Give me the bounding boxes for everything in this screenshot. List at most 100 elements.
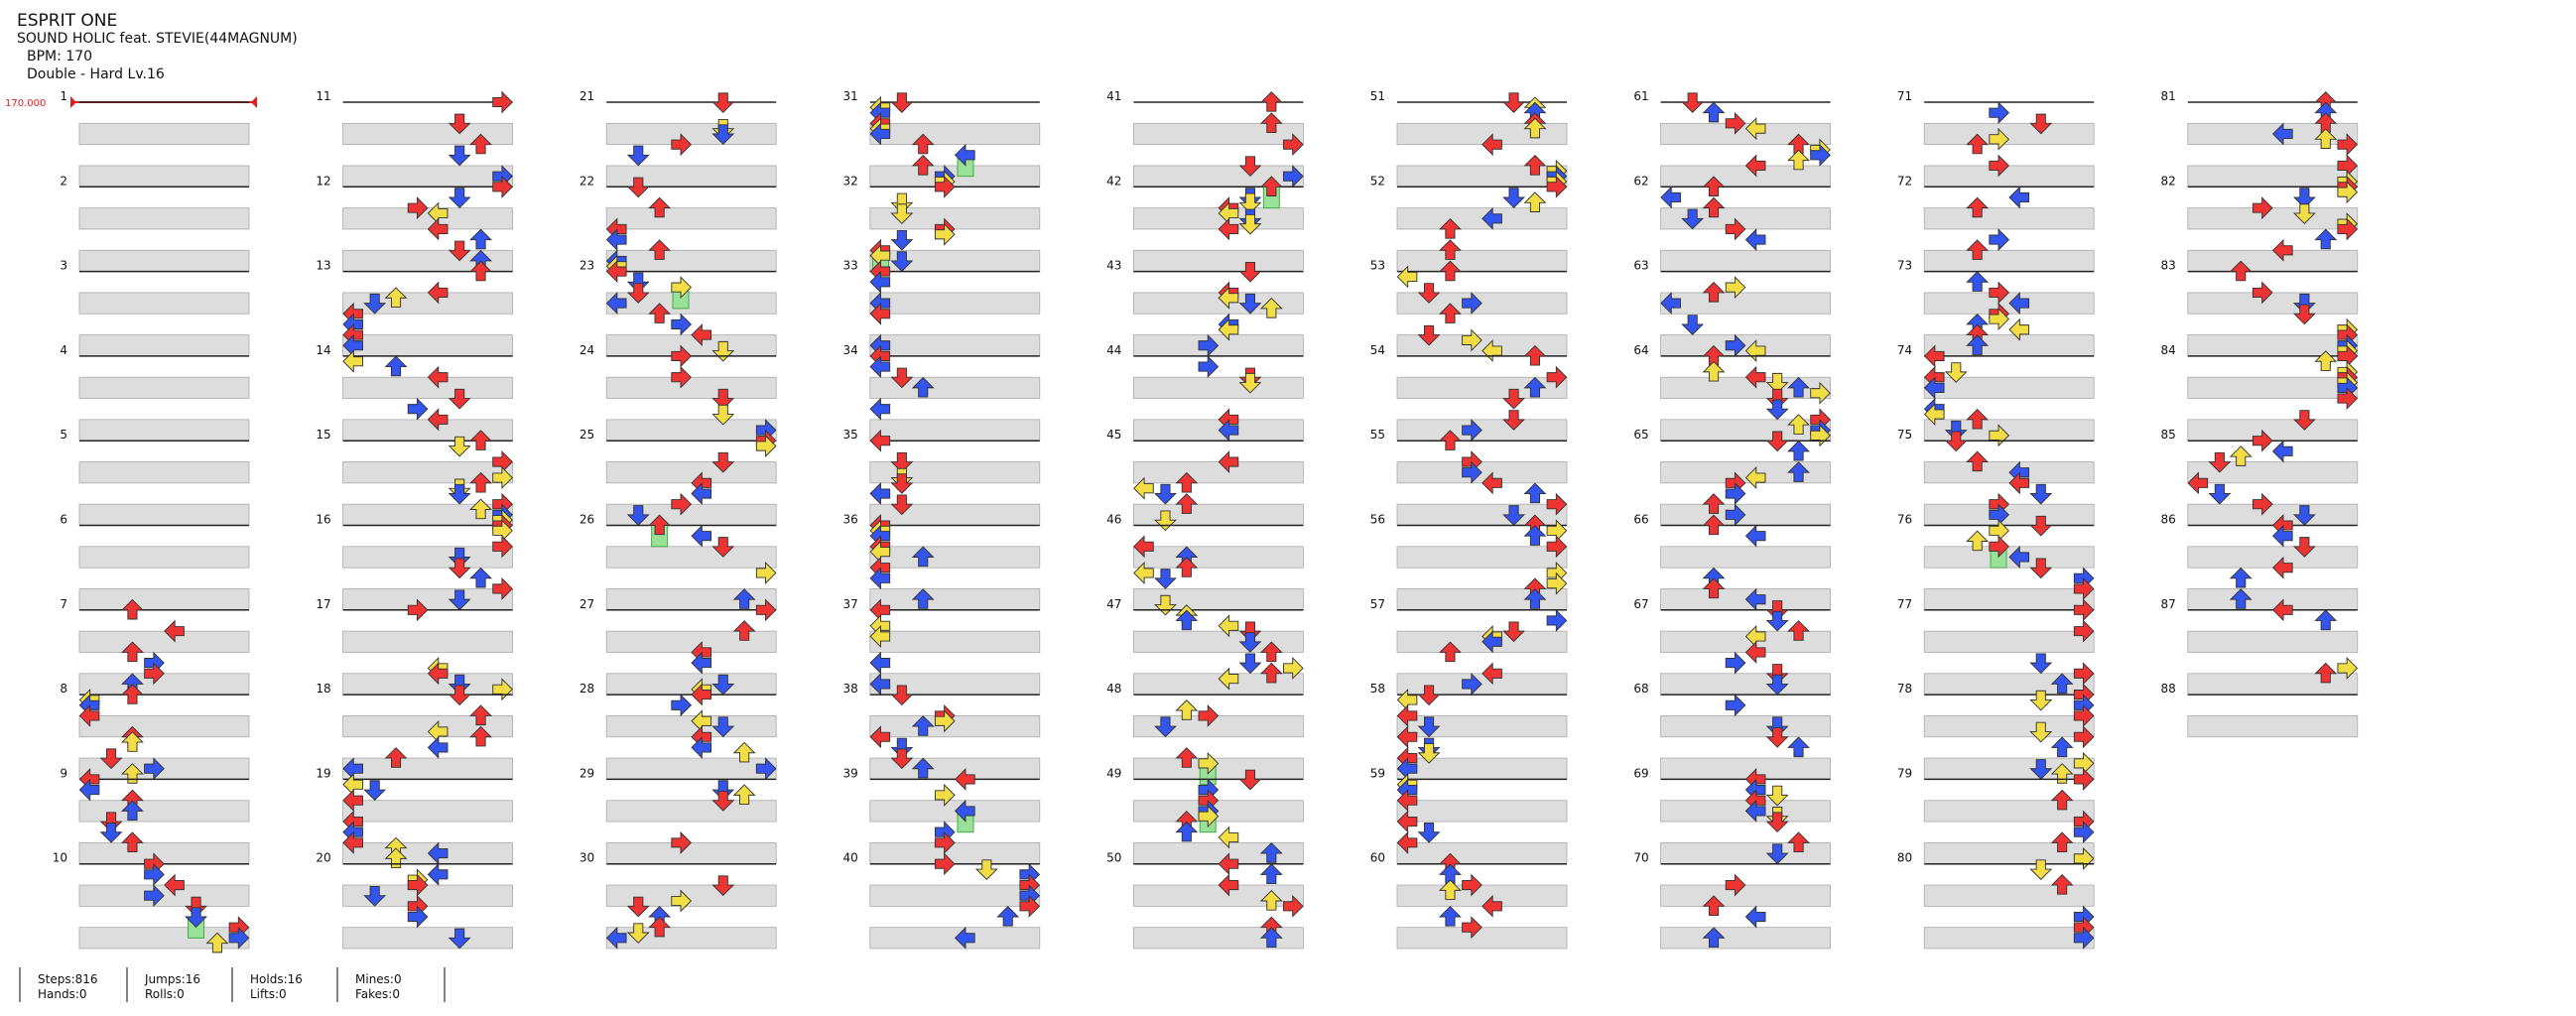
- arrow: [1702, 927, 1726, 948]
- arrow: [711, 388, 735, 410]
- arrow: [2073, 821, 2095, 844]
- arrow: [1154, 510, 1177, 532]
- beat-band: [869, 334, 1041, 357]
- arrow: [2252, 492, 2273, 516]
- arrow: [407, 905, 429, 929]
- arrow: [2208, 483, 2232, 505]
- arrow: [1259, 927, 1283, 948]
- arrow: [120, 598, 144, 620]
- measure-number: 50: [1106, 851, 1121, 865]
- beat-band: [2187, 249, 2359, 272]
- arrow: [911, 376, 935, 398]
- arrow: [2008, 546, 2030, 569]
- arrow: [164, 873, 185, 897]
- arrow: [1502, 188, 1526, 208]
- beat-band: [1133, 546, 1304, 569]
- beat-band: [1660, 292, 1831, 315]
- arrow: [1787, 831, 1810, 853]
- arrow: [1175, 471, 1199, 493]
- arrow: [1702, 101, 1726, 123]
- measure-number: 14: [316, 343, 330, 357]
- measure-number: 49: [1106, 766, 1121, 780]
- arrow: [1133, 535, 1154, 559]
- measure-number: 24: [580, 343, 594, 357]
- arrow: [1765, 600, 1789, 621]
- arrow: [78, 703, 100, 727]
- arrow: [2271, 440, 2293, 463]
- beat-band: [2187, 715, 2359, 738]
- beat-band: [2187, 334, 2359, 357]
- beat-band: [1923, 376, 2095, 399]
- arrow: [1765, 785, 1789, 807]
- arrow: [469, 498, 492, 520]
- arrow: [2292, 203, 2316, 224]
- arrow: [671, 694, 693, 717]
- beat-band: [1923, 927, 2095, 950]
- arrow: [1966, 271, 1990, 292]
- beat-band: [869, 546, 1041, 569]
- arrow: [1810, 424, 1831, 447]
- arrow: [1154, 716, 1177, 738]
- arrow: [2229, 588, 2253, 609]
- arrow: [1523, 588, 1547, 609]
- measure-number: 57: [1370, 597, 1385, 611]
- beat-band: [78, 461, 250, 484]
- arrow: [890, 473, 914, 494]
- arrow: [691, 683, 712, 706]
- arrow: [691, 651, 712, 675]
- arrow: [1481, 894, 1502, 918]
- measure-number: 20: [316, 851, 330, 865]
- arrow: [648, 916, 672, 938]
- arrow: [911, 154, 935, 176]
- arrow: [1744, 587, 1766, 611]
- arrow: [469, 704, 492, 726]
- beat-band: [1133, 292, 1304, 315]
- arrow: [427, 662, 449, 686]
- arrow: [626, 145, 650, 167]
- beat-band: [1923, 841, 2095, 865]
- arrow: [1462, 292, 1482, 316]
- arrow: [869, 397, 891, 421]
- arrow: [469, 471, 492, 493]
- arrow: [1133, 562, 1154, 584]
- beat-band: [2187, 588, 2359, 611]
- arrow: [2187, 471, 2209, 495]
- arrow: [1238, 653, 1262, 675]
- arrow: [1417, 283, 1441, 304]
- measure-number: 12: [316, 174, 330, 188]
- measure-number: 31: [843, 89, 858, 103]
- arrow: [1481, 471, 1502, 495]
- measure-number: 51: [1370, 89, 1385, 103]
- arrow: [448, 483, 471, 505]
- arrow: [1702, 514, 1726, 536]
- measure-number: 73: [1897, 259, 1912, 273]
- arrow: [1198, 805, 1220, 828]
- arrow: [2314, 350, 2338, 371]
- arrow: [691, 735, 712, 759]
- beat-band: [869, 207, 1041, 230]
- beat-band: [1660, 673, 1831, 696]
- measure-number: 43: [1106, 259, 1121, 273]
- arrow: [869, 672, 891, 696]
- beat-band: [342, 122, 514, 146]
- arrow: [732, 620, 756, 641]
- measure-number: 34: [843, 343, 858, 357]
- measure-number: 67: [1633, 597, 1648, 611]
- beat-band: [869, 122, 1041, 146]
- arrow: [2073, 926, 2095, 950]
- beat-band: [605, 461, 777, 484]
- arrow: [2292, 188, 2316, 208]
- arrow: [1546, 492, 1568, 516]
- arrow: [1744, 365, 1766, 389]
- arrow: [1133, 476, 1154, 500]
- beat-band: [605, 841, 777, 865]
- stat: Holds:16: [250, 972, 303, 986]
- arrow: [1765, 372, 1789, 394]
- arrow: [1702, 360, 1726, 382]
- arrow: [1989, 424, 2010, 447]
- arrow: [626, 896, 650, 918]
- arrow: [711, 791, 735, 812]
- arrow: [1462, 916, 1482, 940]
- arrow: [1259, 890, 1283, 911]
- measure-number: 19: [316, 766, 330, 780]
